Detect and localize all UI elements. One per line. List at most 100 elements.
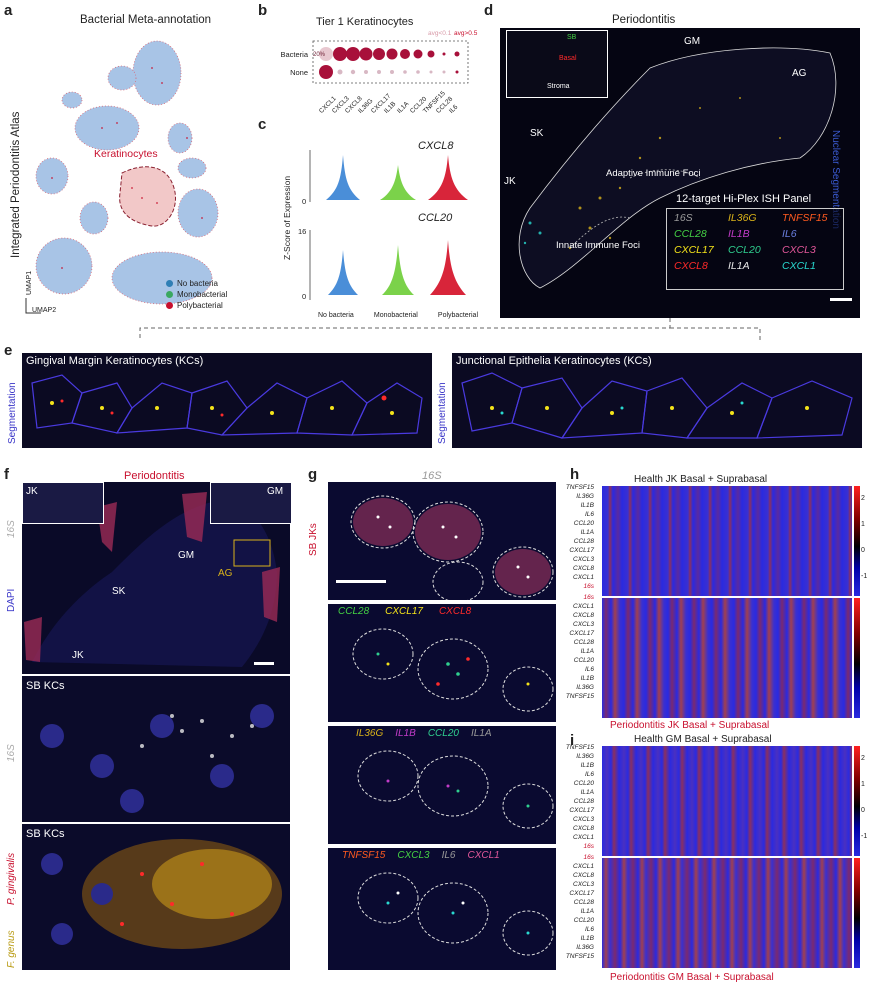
umap2-label: UMAP2: [32, 307, 57, 314]
d-inset: SB Basal Stroma: [506, 30, 608, 98]
target-label: CXCL17: [674, 244, 714, 256]
adaptive-foci-label: Adaptive Immune Foci: [606, 168, 701, 179]
target-label: CXCL3: [782, 244, 816, 256]
panel-letter-g: g: [308, 466, 318, 483]
f-region-sk: SK: [112, 586, 126, 597]
f-side-16s-2: 16S: [6, 744, 17, 762]
dot-row-none: None: [290, 68, 308, 77]
i-top-heatmap: [602, 746, 852, 856]
panel-a-title: Bacterial Meta-annotation: [80, 14, 212, 26]
sb-kcs-label-2: SB KCs: [26, 828, 65, 840]
inset-basal: Basal: [559, 55, 577, 62]
group-label: Polybacterial: [437, 312, 478, 319]
inset-stroma: Stroma: [547, 83, 570, 90]
target-label: CCL20: [728, 244, 761, 256]
target-label: IL1A: [728, 260, 750, 272]
panel-f-title: Periodontitis: [124, 470, 185, 482]
g-row3-image: IL36G IL1B CCL20 IL1A: [328, 726, 556, 844]
ish-panel-title: 12-target Hi-Plex ISH Panel: [676, 193, 812, 205]
legend-item: Monobacterial: [166, 289, 227, 300]
group-label: Monobacterial: [373, 312, 418, 319]
ish-legend-box: [666, 208, 844, 290]
panel-letter-d: d: [484, 2, 494, 19]
je-kc-title: Junctional Epithelia Keratinocytes (KCs): [456, 355, 652, 367]
segmentation-label-right: Segmentation: [437, 382, 448, 444]
connector-lines: [139, 318, 761, 340]
sb-kcs-16s-image: SB KCs: [22, 676, 290, 822]
i-top-title: Health GM Basal + Suprabasal: [634, 734, 772, 745]
tick-zero-1: 0: [302, 197, 307, 206]
umap-plot: [25, 40, 219, 314]
sb-kcs-bacteria-image: SB KCs: [22, 824, 290, 970]
pct-label: 20%: [313, 52, 326, 58]
target-label: CXCL1: [782, 260, 816, 272]
g-row3-labels: IL36G IL1B CCL20 IL1A: [356, 728, 492, 739]
h-colorbar-top: [854, 486, 860, 596]
segmentation-label-left: Segmentation: [7, 382, 18, 444]
target-label: IL1B: [728, 228, 750, 240]
violin-groups: No bacteria Monobacterial Polybacterial: [318, 312, 478, 319]
umap1-label: UMAP1: [26, 270, 33, 295]
f-region-ag: AG: [218, 568, 233, 579]
violin-gene-1: CXCL8: [418, 140, 454, 152]
panel-a-legend: No bacteria Monobacterial Polybacterial: [166, 278, 227, 311]
h-bottom-title: Periodontitis JK Basal + Suprabasal: [610, 720, 770, 731]
f-inset-jk: JK: [22, 482, 104, 524]
target-label: CXCL8: [674, 260, 708, 272]
group-label: No bacteria: [318, 312, 354, 319]
panel-a-ylabel: Integrated Periodontitis Atlas: [10, 111, 22, 258]
panel-letter-b: b: [258, 2, 268, 19]
h-top-title: Health JK Basal + Suprabasal: [634, 474, 768, 485]
h-scale-ticks: 2 1 0 -1: [861, 495, 868, 580]
innate-foci-label: Innate Immune Foci: [556, 240, 640, 251]
panel-letter-e: e: [4, 342, 13, 359]
region-jk: JK: [504, 176, 516, 187]
panel-letter-f: f: [4, 466, 9, 483]
g-row4-image: TNFSF15 CXCL3 IL6 CXCL1: [328, 848, 556, 970]
legend-item: No bacteria: [166, 278, 227, 289]
tick-zero-2: 0: [302, 292, 307, 301]
g-16s-image: [328, 482, 556, 600]
f-region-gm: GM: [178, 550, 195, 561]
h-colorbar-bottom: [854, 598, 860, 718]
i-bottom-title: Periodontitis GM Basal + Suprabasal: [610, 972, 774, 983]
target-label: TNFSF15: [782, 212, 828, 224]
g-row2-labels: CCL28 CXCL17 CXCL8: [338, 606, 472, 617]
i-colorbar-bottom: [854, 858, 860, 968]
dot-row-bacteria: Bacteria: [280, 50, 308, 59]
target-label: 16S: [674, 212, 693, 224]
gm-kc-title: Gingival Margin Keratinocytes (KCs): [26, 355, 204, 367]
keratinocytes-label: Keratinocytes: [94, 148, 158, 160]
h-top-heatmap: [602, 486, 852, 596]
tick-16: 16: [298, 227, 307, 236]
dotplot: [312, 40, 469, 84]
panel-g-title: 16S: [422, 470, 442, 482]
i-scale-ticks: 2 1 0 -1: [861, 755, 868, 840]
i-bottom-heatmap: [602, 858, 852, 968]
je-keratinocytes-image: Junctional Epithelia Keratinocytes (KCs): [452, 353, 862, 448]
g-row4-labels: TNFSF15 CXCL3 IL6 CXCL1: [342, 850, 500, 861]
periodontitis-overview-image: JK GM GM AG SK JK: [22, 482, 292, 674]
h-bottom-heatmap: [602, 598, 852, 718]
panel-c-ylabel: Z-Score of Expression: [282, 175, 292, 260]
f-side-pg: P. gingivalis: [6, 852, 17, 905]
inset-sb: SB: [567, 34, 577, 41]
sb-jks-label: SB JKs: [308, 523, 319, 556]
region-sk: SK: [530, 128, 544, 139]
panel-letter-h: h: [570, 466, 580, 483]
f-side-fg: F. genus: [6, 930, 17, 968]
i-gene-labels: TNFSF15 IL36G IL1B IL6 CCL20 IL1A CCL28 …: [565, 744, 594, 960]
panel-letter-a: a: [4, 2, 13, 19]
target-label: IL6: [782, 228, 797, 240]
panel-b-title: Tier 1 Keratinocytes: [316, 16, 414, 28]
f-side-dapi: DAPI: [6, 588, 17, 612]
ish-target-grid: 16S IL36G TNFSF15 CCL28 IL1B IL6 CXCL17 …: [674, 212, 836, 272]
f-inset-gm: GM: [210, 482, 292, 524]
panel-letter-c: c: [258, 116, 267, 133]
g-row2-image: CCL28 CXCL17 CXCL8: [328, 604, 556, 722]
region-ag: AG: [792, 68, 807, 79]
sb-kcs-label-1: SB KCs: [26, 680, 65, 692]
panel-letter-i: i: [570, 732, 575, 749]
legend-item: Polybacterial: [166, 300, 227, 311]
dotplot-gene-labels: CXCL1 CXCL3 CXCL8 IL36G CXCL17 IL1B IL1A…: [318, 90, 460, 115]
